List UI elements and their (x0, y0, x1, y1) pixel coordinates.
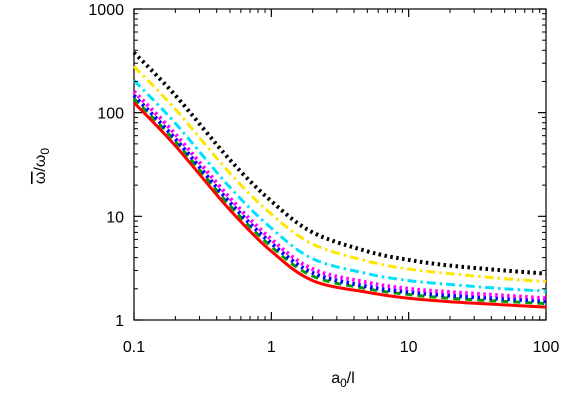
x-tick-label: 1 (267, 339, 276, 356)
series-line-6 (132, 65, 547, 284)
y-axis-label-sub: 0 (38, 148, 52, 155)
x-axis-label-sub: 0 (340, 376, 347, 390)
x-axis-label-main: a (331, 370, 340, 387)
plot-frame (133, 8, 547, 321)
series-line-1 (132, 101, 547, 309)
y-axis-label-text: ω/ω0 (32, 148, 52, 184)
y-axis-label: ω/ω0 (32, 148, 52, 184)
y-axis-label-mid: /ω (32, 155, 49, 172)
series-line-3 (132, 94, 547, 304)
plot-area (132, 8, 547, 321)
series-line-5 (132, 79, 547, 293)
x-tick-label: 10 (400, 339, 418, 356)
series-group (132, 51, 547, 309)
x-tick-label: 0.1 (123, 339, 145, 356)
x-tick-label: 100 (533, 339, 560, 356)
y-axis-label-main: ω (32, 172, 49, 185)
series-line-4 (132, 90, 547, 301)
y-tick-label: 1000 (88, 2, 124, 19)
y-tick-label: 100 (97, 106, 124, 123)
series-line-2 (132, 97, 547, 306)
y-axis: 1 10 100 1000 (88, 2, 546, 330)
x-axis: 0.1 1 10 100 (123, 9, 560, 356)
y-tick-label: 1 (115, 313, 124, 330)
x-axis-label: a0/l (331, 370, 355, 390)
series-line-7 (132, 51, 547, 276)
y-tick-label: 10 (106, 209, 124, 226)
x-axis-label-tail: /l (347, 370, 355, 387)
